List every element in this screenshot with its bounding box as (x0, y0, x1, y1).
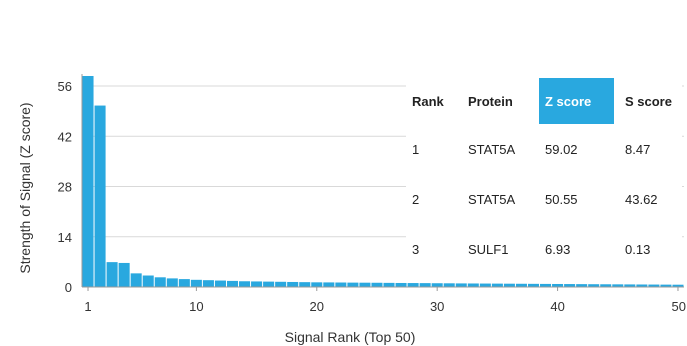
bar (323, 282, 335, 287)
x-tick-label: 20 (310, 299, 324, 314)
bar (648, 284, 660, 287)
bar (588, 284, 600, 287)
x-tick-label: 40 (550, 299, 564, 314)
y-tick-label: 0 (65, 280, 72, 295)
bar (672, 284, 684, 287)
bar (94, 105, 106, 287)
bar (395, 282, 407, 287)
y-tick-label: 28 (58, 180, 72, 195)
bar (624, 284, 636, 287)
bar (263, 281, 275, 287)
bar-series (82, 76, 684, 287)
x-axis-title: Signal Rank (Top 50) (285, 329, 416, 345)
bar (636, 284, 648, 287)
bar (371, 282, 383, 287)
bar (419, 283, 431, 287)
bar (178, 279, 190, 287)
bar (527, 283, 540, 287)
bar (311, 282, 323, 287)
y-tick-labels: 0 14 28 42 56 (58, 79, 72, 295)
bar (347, 282, 359, 287)
bar (130, 273, 142, 287)
bar (299, 282, 311, 287)
bar (154, 277, 166, 287)
table-header-row: Rank Protein Z score S score (406, 78, 682, 124)
cell-protein: STAT5A (468, 141, 516, 157)
bar (226, 280, 239, 287)
cell-rank: 2 (412, 191, 420, 207)
bar (479, 283, 491, 287)
bar (407, 283, 419, 287)
bar (467, 283, 479, 287)
bar (443, 283, 455, 287)
cell-s-score: 43.62 (625, 191, 658, 207)
bar (118, 262, 130, 287)
bar (540, 283, 552, 287)
bar (190, 279, 202, 287)
results-table: Rank Protein Z score S score 1 STAT5A 59… (406, 78, 682, 274)
bar (239, 281, 251, 287)
y-tick-label: 56 (58, 79, 72, 94)
bar (335, 282, 347, 287)
bar (660, 284, 672, 287)
bar (251, 281, 263, 287)
x-tick-label: 50 (672, 299, 686, 314)
x-tick-label: 1 (84, 299, 91, 314)
table-row: 2 STAT5A 50.55 43.62 (406, 174, 682, 224)
bar (552, 283, 564, 287)
bar (275, 281, 287, 287)
cell-z-score: 50.55 (545, 191, 578, 207)
bar (564, 284, 576, 287)
table-row: 1 STAT5A 59.02 8.47 (406, 124, 682, 174)
bar (82, 76, 94, 287)
cell-z-score: 6.93 (545, 241, 571, 257)
x-tick-label: 10 (189, 299, 203, 314)
bar (166, 278, 178, 287)
bar (383, 282, 395, 287)
bar (359, 282, 371, 287)
cell-rank: 1 (412, 141, 420, 157)
y-axis-title: Strength of Signal (Z score) (17, 102, 33, 273)
axes (81, 74, 684, 291)
cell-s-score: 0.13 (625, 241, 651, 257)
header-rank: Rank (412, 93, 444, 109)
y-tick-label: 14 (58, 230, 72, 245)
x-tick-labels: 1 10 20 30 40 50 (84, 299, 686, 314)
bar (515, 283, 527, 287)
bar (287, 281, 299, 287)
x-tick-label: 30 (430, 299, 444, 314)
table-row: 3 SULF1 6.93 0.13 (406, 224, 682, 274)
cell-rank: 3 (412, 241, 420, 257)
bar (431, 283, 443, 287)
cell-protein: SULF1 (468, 241, 509, 257)
header-s-score: S score (625, 93, 672, 109)
header-z-score: Z score (539, 78, 614, 124)
cell-z-score: 59.02 (545, 141, 578, 157)
bar (202, 280, 214, 287)
bar (600, 284, 612, 287)
bar (491, 283, 503, 287)
bar (106, 262, 118, 287)
bar (455, 283, 467, 287)
cell-protein: STAT5A (468, 191, 516, 207)
bar (612, 284, 624, 287)
cell-s-score: 8.47 (625, 141, 651, 157)
bar (503, 283, 515, 287)
bar (214, 280, 226, 287)
header-protein: Protein (468, 93, 513, 109)
y-tick-label: 42 (58, 129, 72, 144)
bar (576, 284, 588, 287)
bar (142, 275, 154, 287)
